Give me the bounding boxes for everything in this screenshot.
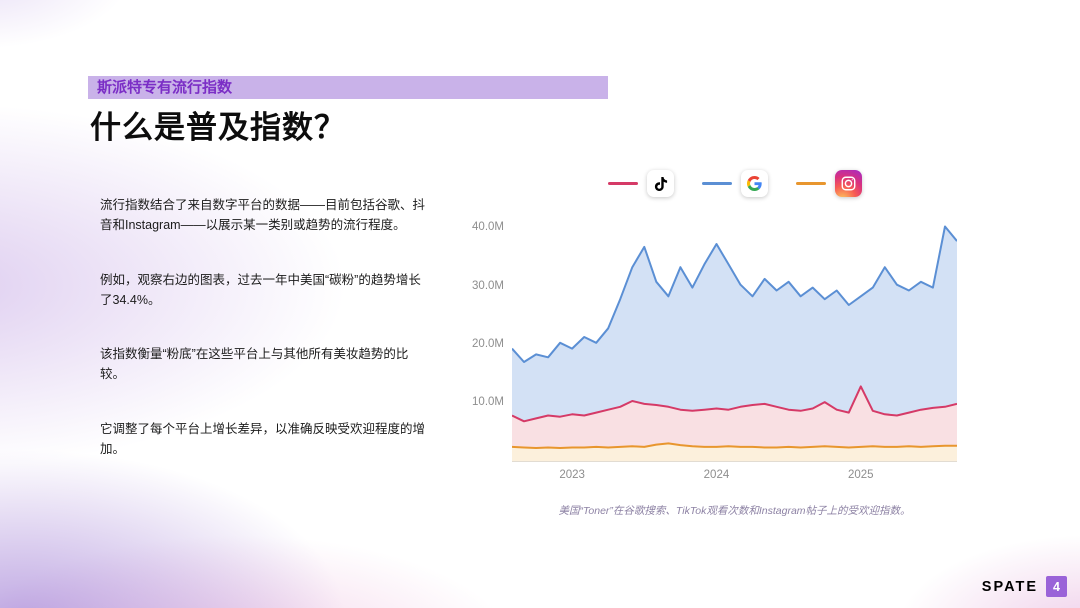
brand-logo: SPATE bbox=[981, 578, 1038, 595]
x-axis-label: 2025 bbox=[847, 469, 874, 481]
paragraph-1: 流行指数结合了来自数字平台的数据——目前包括谷歌、抖音和Instagram——以… bbox=[100, 198, 426, 233]
footer: SPATE 4 bbox=[982, 576, 1067, 597]
section-badge-label: 斯派特专有流行指数 bbox=[97, 79, 233, 96]
legend-item-instagram bbox=[796, 170, 862, 197]
y-axis-label: 20.0M bbox=[472, 337, 504, 350]
paragraph-4: 它调整了每个平台上增长差异，以准确反映受欢迎程度的增加。 bbox=[100, 421, 426, 456]
y-axis-label: 10.0M bbox=[472, 395, 504, 408]
google-series-dash bbox=[702, 181, 732, 186]
tiktok-icon bbox=[647, 170, 674, 197]
legend-item-google bbox=[702, 170, 768, 197]
google-icon bbox=[741, 170, 768, 197]
chart-caption: 美国“Toner”在谷歌搜索、TikTok观看次数和Instagram帖子上的受… bbox=[558, 505, 911, 517]
x-axis-label: 2023 bbox=[559, 469, 585, 481]
instagram-icon bbox=[835, 170, 862, 197]
page-title: 什么是普及指数？ bbox=[90, 110, 346, 145]
section-badge: 斯派特专有流行指数 bbox=[88, 76, 608, 99]
y-axis-label: 30.0M bbox=[472, 279, 504, 292]
chart-plot bbox=[512, 225, 957, 462]
page-number: 4 bbox=[1046, 576, 1067, 597]
instagram-series-dash bbox=[796, 181, 826, 186]
tiktok-series-dash bbox=[608, 181, 638, 186]
chart-legend bbox=[505, 170, 965, 197]
paragraph-3: 该指数衡量“粉底”在这些平台上与其他所有美妆趋势的比较。 bbox=[100, 347, 409, 382]
y-axis-label: 40.0M bbox=[472, 221, 504, 234]
legend-item-tiktok bbox=[608, 170, 674, 197]
body-copy: 流行指数结合了来自数字平台的数据——目前包括谷歌、抖音和Instagram——以… bbox=[100, 195, 426, 493]
paragraph-2: 例如，观察右边的图表，过去一年中美国“碳粉”的趋势增长了34.4%。 bbox=[100, 272, 421, 307]
popularity-chart: 40.0M 30.0M 20.0M 10.0M 2023 2024 2025 美… bbox=[462, 212, 962, 542]
x-axis-label: 2024 bbox=[703, 469, 730, 481]
